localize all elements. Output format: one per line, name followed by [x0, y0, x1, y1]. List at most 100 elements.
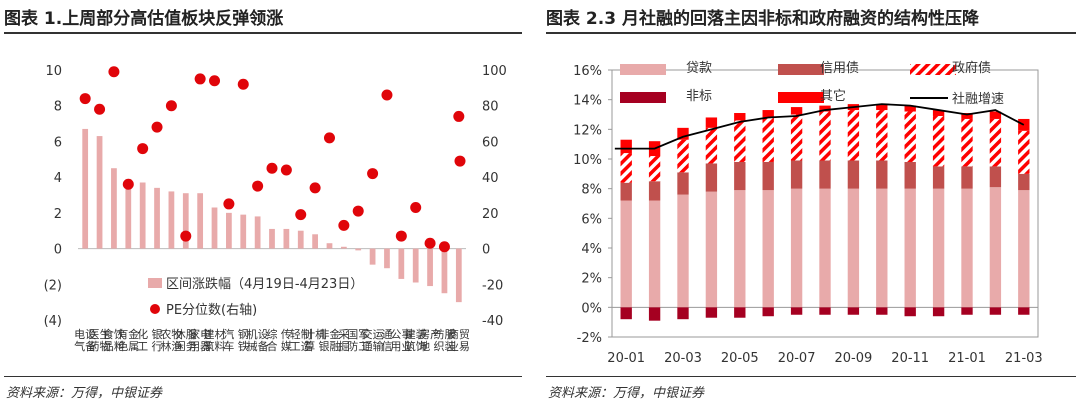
- bar-non-standard: [648, 307, 661, 321]
- x-category-label: 房地产: [419, 327, 441, 353]
- left-source: 资料来源：万得，中银证券: [6, 386, 163, 401]
- x-tick-label: 21-03: [1005, 351, 1043, 366]
- bar-gov-bonds: [847, 110, 860, 161]
- x-category-label: 食品饮料: [103, 327, 125, 353]
- y-tick-label: -2%: [577, 331, 602, 346]
- pe-percentile-dot: [438, 241, 450, 253]
- bar-non-standard: [904, 307, 916, 317]
- bar-credit-bonds: [961, 166, 973, 189]
- bar-change: [96, 136, 103, 249]
- bar-change: [211, 207, 218, 249]
- pe-percentile-dot: [252, 180, 264, 192]
- legend-swatch-nonstd: [620, 92, 666, 103]
- bar-non-standard: [932, 307, 945, 317]
- x-category-label: 计算机: [304, 327, 326, 353]
- legend-swatch-bar: [148, 278, 162, 288]
- bar-gov-bonds: [762, 117, 774, 162]
- bar-credit-bonds: [648, 181, 661, 201]
- y-left-tick-label: 6: [54, 135, 62, 150]
- y-right-tick-label: 80: [482, 100, 499, 115]
- bar-credit-bonds: [932, 166, 945, 189]
- pe-percentile-dot: [180, 230, 192, 242]
- bar-credit-bonds: [705, 163, 718, 192]
- x-category-label: 建筑材料: [204, 327, 226, 353]
- bar-gov-bonds: [1018, 130, 1030, 174]
- bar-non-standard: [961, 307, 973, 315]
- bar-change: [139, 182, 146, 249]
- bar-credit-bonds: [790, 160, 803, 189]
- pe-percentile-dot: [194, 73, 206, 85]
- bar-change: [182, 193, 189, 249]
- bar-other: [620, 139, 632, 154]
- pe-percentile-dot: [395, 230, 407, 242]
- bar-credit-bonds: [904, 161, 916, 189]
- legend-label-bar: 区间涨跌幅（4月19日-4月23日）: [166, 276, 363, 292]
- bar-loans: [932, 188, 945, 308]
- bar-gov-bonds: [904, 111, 916, 162]
- bar-gov-bonds: [961, 118, 973, 167]
- bar-change: [82, 128, 89, 249]
- left-title-rule: [4, 32, 522, 34]
- x-category-label: 非银金融: [318, 327, 340, 353]
- pe-percentile-dot: [108, 66, 120, 78]
- x-tick-label: 21-01: [948, 351, 986, 366]
- y-tick-label: 10%: [573, 153, 602, 168]
- bar-other: [734, 113, 746, 121]
- pe-percentile-dot: [338, 219, 350, 231]
- plot-frame: [611, 69, 1039, 338]
- y-tick-label: 6%: [581, 212, 602, 227]
- y-right-tick-label: 0: [482, 243, 490, 258]
- y-right-tick-label: 40: [482, 171, 499, 186]
- line-tsf-growth: [614, 103, 1025, 150]
- bar-change: [427, 248, 433, 287]
- bar-gov-bonds: [932, 115, 945, 167]
- bar-change: [197, 193, 204, 249]
- bar-non-standard: [705, 307, 718, 318]
- x-category-label: 公用事业: [390, 328, 412, 353]
- pe-percentile-dot: [381, 89, 393, 101]
- y-left-tick-label: 0: [54, 243, 62, 258]
- x-category-label: 农林牧渔: [160, 327, 182, 353]
- bar-gov-bonds: [734, 120, 746, 162]
- legend-label-growth: 社融增速: [952, 91, 1004, 107]
- bar-credit-bonds: [819, 160, 831, 189]
- bar-non-standard: [1018, 307, 1030, 315]
- bar-non-standard: [847, 307, 860, 315]
- y-tick-label: 8%: [581, 183, 602, 198]
- bar-credit-bonds: [734, 161, 746, 191]
- x-category-label: 有色金属: [117, 327, 139, 353]
- bar-loans: [876, 188, 888, 308]
- left-bottom-rule: [4, 376, 522, 377]
- x-category-label: 轻工制造: [290, 327, 312, 353]
- bar-loans: [762, 190, 774, 308]
- right-source: 资料来源：万得，中银证券: [548, 386, 705, 401]
- pe-percentile-dot: [410, 202, 422, 213]
- pe-percentile-dot: [424, 237, 436, 249]
- bar-other: [876, 104, 888, 111]
- bar-other: [705, 117, 718, 128]
- bar-non-standard: [876, 307, 888, 315]
- y-right-tick-label: -40: [482, 314, 503, 329]
- y-left-tick-label: 2: [54, 207, 62, 222]
- legend-swatch-loans: [620, 64, 666, 75]
- x-category-label: 医药生物: [89, 327, 111, 353]
- pe-percentile-dot: [94, 103, 106, 115]
- legend-swatch-credit: [778, 64, 824, 75]
- legend-label-nonstd: 非标: [686, 89, 712, 104]
- bar-gov-bonds: [989, 118, 1002, 167]
- pe-percentile-dot: [237, 78, 249, 90]
- bar-change: [125, 178, 132, 249]
- y-left-tick-label: 4: [54, 171, 62, 186]
- pe-percentile-dot: [79, 93, 91, 105]
- legend-label-gov: 政府债: [952, 61, 991, 76]
- bar-change: [269, 228, 275, 249]
- x-category-label: 机械设备: [247, 327, 269, 353]
- bar-gov-bonds: [819, 111, 831, 161]
- pe-percentile-dot: [137, 143, 149, 155]
- bar-gov-bonds: [677, 139, 689, 173]
- bar-non-standard: [620, 307, 632, 320]
- y-right-tick-label: 100: [482, 64, 507, 79]
- x-category-label: 综合: [267, 327, 278, 353]
- right-chart: 16% 14% 12% 10% 8% 6% 4% 2% 0% -2% 20-01 20-03 20-05…: [573, 61, 1043, 366]
- bar-other: [989, 111, 1002, 119]
